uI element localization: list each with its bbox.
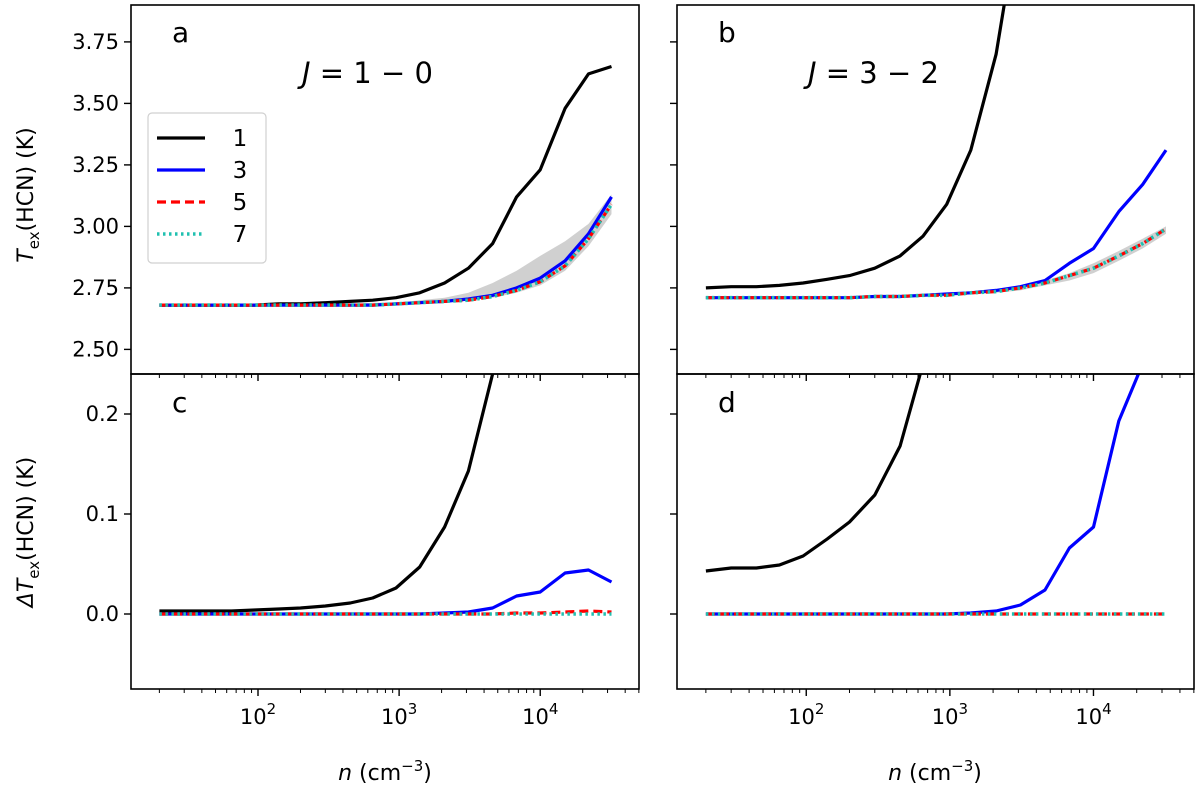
x-label-right-rest: (cm [902, 761, 951, 786]
plot-area-b [705, 5, 1168, 300]
y-tick-label-c: 0.0 [86, 602, 119, 626]
series-1-line-c [159, 374, 495, 613]
legend-label-1: 1 [233, 126, 248, 152]
series-1-line-b [705, 5, 1006, 290]
series-3-line-b [705, 149, 1168, 300]
series-7-line-a [159, 203, 613, 307]
y-tick-label-a: 3.75 [72, 30, 119, 54]
annotation-a-rest: = 1 − 0 [311, 56, 433, 90]
y-label-bottom-symbol: T [14, 577, 39, 592]
y-label-top-sub: ex [25, 231, 43, 249]
panel-label-c: c [172, 386, 187, 419]
annotation-a-italic: J [297, 56, 311, 90]
plot-area-a [159, 64, 613, 307]
legend-box [147, 112, 267, 264]
y-tick-label-a: 3.25 [72, 153, 119, 177]
x-label-left-rest: (cm [352, 761, 401, 786]
series-5-line-c [159, 609, 612, 616]
legend: 1 3 5 7 [147, 112, 267, 264]
y-label-bottom-sub: ex [25, 561, 43, 579]
y-tick-label-c: 0.2 [86, 402, 119, 426]
x-tick-label-d: 102 [788, 700, 824, 729]
annotation-b-rest: = 3 − 2 [817, 56, 939, 90]
annotation-b-italic: J [803, 56, 817, 90]
x-label-left-close: ) [423, 761, 432, 786]
x-axis-label-left: n (cm−3) [338, 757, 432, 786]
legend-label-5: 5 [233, 190, 248, 216]
plot-area-c [159, 374, 613, 616]
x-tick-label-c: 102 [240, 700, 276, 729]
legend-label-3: 3 [233, 158, 248, 184]
panel-d: 102 103 104 [670, 373, 1195, 729]
legend-label-7: 7 [233, 222, 248, 248]
y-tick-label-a: 3.50 [72, 91, 119, 115]
uncertainty-band-b [705, 226, 1166, 298]
y-axis-label-top: Tex(HCN) (K) [14, 127, 43, 262]
x-label-right-close: ) [973, 761, 982, 786]
series-1-line-d [705, 374, 922, 573]
y-axis-label-bottom: ΔTex(HCN) (K) [14, 457, 43, 609]
x-label-right-sup: −3 [951, 757, 973, 775]
annotation-b: J = 3 − 2 [803, 56, 939, 90]
panel-label-b: b [718, 16, 736, 49]
y-label-top-rest: (HCN) (K) [14, 127, 39, 231]
x-tick-label-c: 103 [381, 700, 417, 729]
x-label-left-sup: −3 [401, 757, 423, 775]
panel-b [670, 4, 1195, 381]
y-tick-label-a: 2.75 [72, 276, 119, 300]
y-tick-label-a: 3.00 [72, 214, 119, 238]
axes-frame-d [676, 373, 1195, 690]
y-tick-label-a: 2.50 [72, 337, 119, 361]
panel-label-a: a [172, 16, 189, 49]
panel-label-d: d [718, 386, 736, 419]
series-7-line-b [705, 227, 1167, 300]
y-label-bottom-delta: Δ [14, 592, 39, 609]
x-tick-label-d: 103 [932, 700, 968, 729]
x-label-right-symbol: n [888, 761, 902, 786]
y-tick-label-c: 0.1 [86, 502, 119, 526]
x-tick-label-d: 104 [1075, 700, 1111, 729]
x-label-left-symbol: n [338, 761, 352, 786]
plot-area-d [705, 374, 1166, 616]
x-axis-label-right: n (cm−3) [888, 757, 982, 786]
y-label-bottom-rest: (HCN) (K) [14, 457, 39, 561]
y-label-top-symbol: T [14, 248, 39, 263]
x-tick-label-c: 104 [522, 700, 558, 729]
panel-c: 0.0 0.1 0.2 102 103 104 [86, 373, 640, 729]
series-3-line-d [705, 374, 1141, 616]
annotation-a: J = 1 − 0 [297, 56, 433, 90]
axes-frame-c [130, 373, 640, 690]
